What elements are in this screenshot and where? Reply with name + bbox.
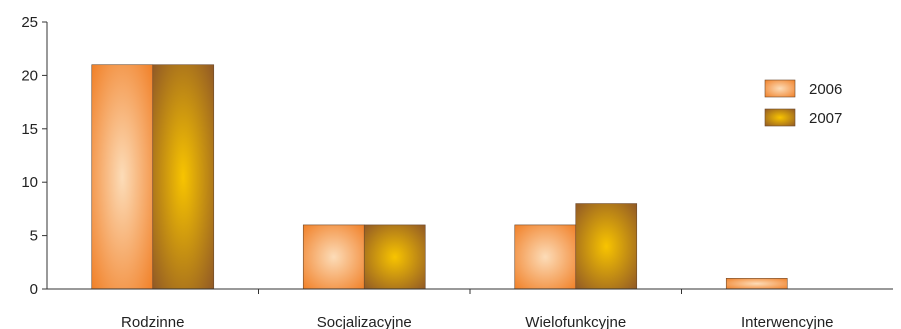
x-axis: Rodzinne Socjalizacyjne Wielofunkcyjne Inte…	[47, 288, 893, 329]
legend-swatch	[764, 108, 796, 127]
bar	[152, 64, 215, 290]
x-category-label: Wielofunkcyjne	[525, 314, 626, 329]
bar	[725, 278, 788, 290]
y-tick-label: 25	[21, 14, 38, 31]
x-category-label: Socjalizacyjne	[317, 314, 412, 329]
legend-label: 2007	[809, 110, 842, 127]
bar	[514, 224, 577, 290]
x-category-label: Interwencyjne	[741, 314, 834, 329]
bar	[575, 203, 638, 290]
bar	[302, 224, 365, 290]
y-tick-label: 0	[30, 281, 38, 298]
y-tick-label: 15	[21, 121, 38, 138]
bars	[91, 64, 788, 290]
legend-swatch	[764, 79, 796, 98]
y-tick-label: 5	[30, 228, 38, 245]
legend: 2006 2007	[764, 79, 842, 127]
y-axis: 0 5 10 15 20 25	[21, 14, 48, 298]
bar	[91, 64, 154, 290]
y-tick-label: 20	[21, 67, 38, 84]
x-category-label: Rodzinne	[121, 314, 184, 329]
y-tick-label: 10	[21, 174, 38, 191]
bar	[363, 224, 426, 290]
legend-label: 2006	[809, 81, 842, 98]
